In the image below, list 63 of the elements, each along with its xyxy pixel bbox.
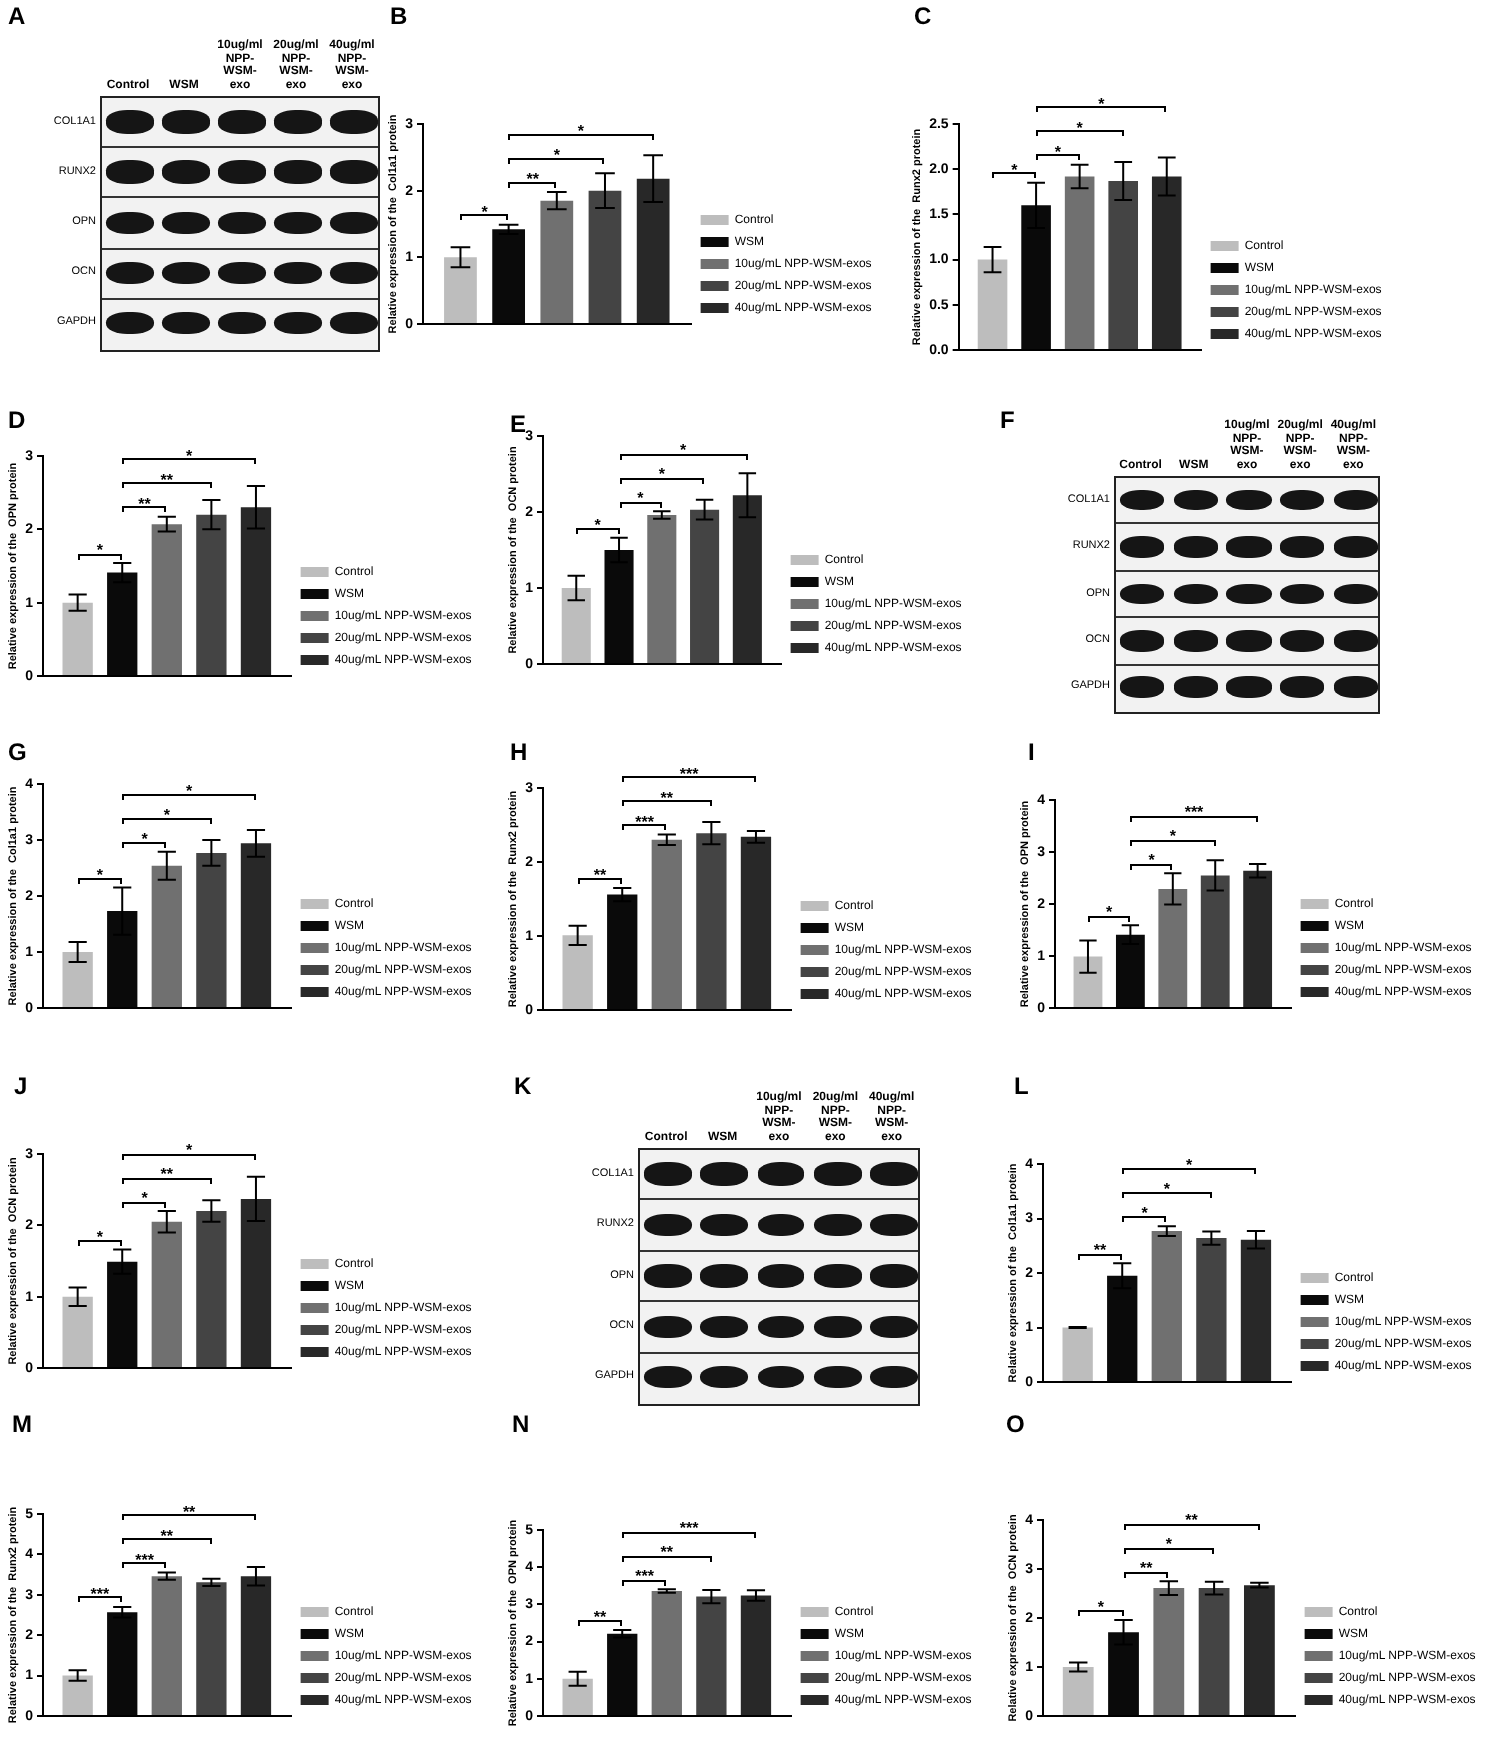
text: A: [8, 2, 26, 30]
text: ***: [679, 764, 701, 783]
annotation: *: [637, 489, 646, 508]
chart-title: C: [914, 2, 932, 30]
annotation: ***: [90, 1584, 112, 1603]
chart-title: I: [1028, 738, 1035, 766]
annotation: **: [160, 470, 175, 489]
annotation: **: [660, 1543, 675, 1562]
annotation: *: [1163, 1180, 1172, 1199]
annotation: *: [185, 446, 194, 465]
annotation: ***: [635, 1567, 656, 1586]
annotation: *: [1141, 1204, 1150, 1223]
annotation: ***: [635, 812, 656, 831]
text: F: [1000, 406, 1015, 434]
annotation: *: [1097, 1597, 1106, 1616]
annotation: **: [660, 788, 675, 807]
annotation: *: [96, 541, 105, 560]
chart-title: E: [510, 410, 527, 438]
annotation: *: [96, 865, 105, 884]
annotation: *: [163, 805, 172, 824]
annotation: *: [680, 441, 689, 460]
chart-title: D: [8, 406, 26, 434]
annotation: **: [160, 1526, 175, 1545]
annotation: **: [182, 1502, 198, 1521]
annotation: ***: [135, 1550, 156, 1569]
chart-title: B: [390, 2, 408, 30]
annotation: **: [1139, 1559, 1155, 1578]
annotation: ***: [679, 1519, 701, 1538]
annotation: **: [593, 1608, 608, 1627]
chart-title: G: [8, 738, 27, 766]
annotation: *: [185, 1141, 194, 1160]
annotation: *: [1076, 118, 1085, 137]
annotation: **: [593, 865, 608, 884]
chart-title: N: [512, 1410, 530, 1438]
annotation: *: [481, 202, 490, 221]
annotation: *: [141, 1189, 150, 1208]
text: K: [514, 1072, 532, 1100]
chart-title: J: [14, 1072, 28, 1100]
text: *: [1098, 94, 1107, 113]
annotation: *: [1011, 160, 1020, 179]
annotation: *: [185, 781, 194, 800]
annotation: *: [1185, 1156, 1194, 1175]
annotation: *: [1169, 827, 1178, 846]
annotation: *: [1106, 903, 1115, 922]
chart-title: L: [1014, 1072, 1029, 1100]
chart-title: O: [1006, 1410, 1025, 1438]
annotation: *: [658, 465, 667, 484]
annotation: **: [1185, 1511, 1200, 1530]
annotation: *: [1148, 851, 1157, 870]
chart-title: M: [12, 1410, 32, 1438]
annotation: *: [141, 829, 150, 848]
annotation: **: [138, 494, 153, 513]
annotation: **: [1093, 1241, 1108, 1260]
annotation: **: [526, 170, 541, 188]
annotation: *: [1054, 142, 1063, 161]
annotation: **: [160, 1165, 175, 1184]
annotation: ***: [1184, 803, 1206, 822]
annotation: *: [96, 1227, 105, 1246]
annotation: *: [1165, 1535, 1174, 1554]
annotation: *: [577, 122, 586, 140]
chart-title: H: [510, 738, 528, 766]
annotation: *: [553, 146, 562, 164]
annotation: *: [594, 515, 603, 534]
